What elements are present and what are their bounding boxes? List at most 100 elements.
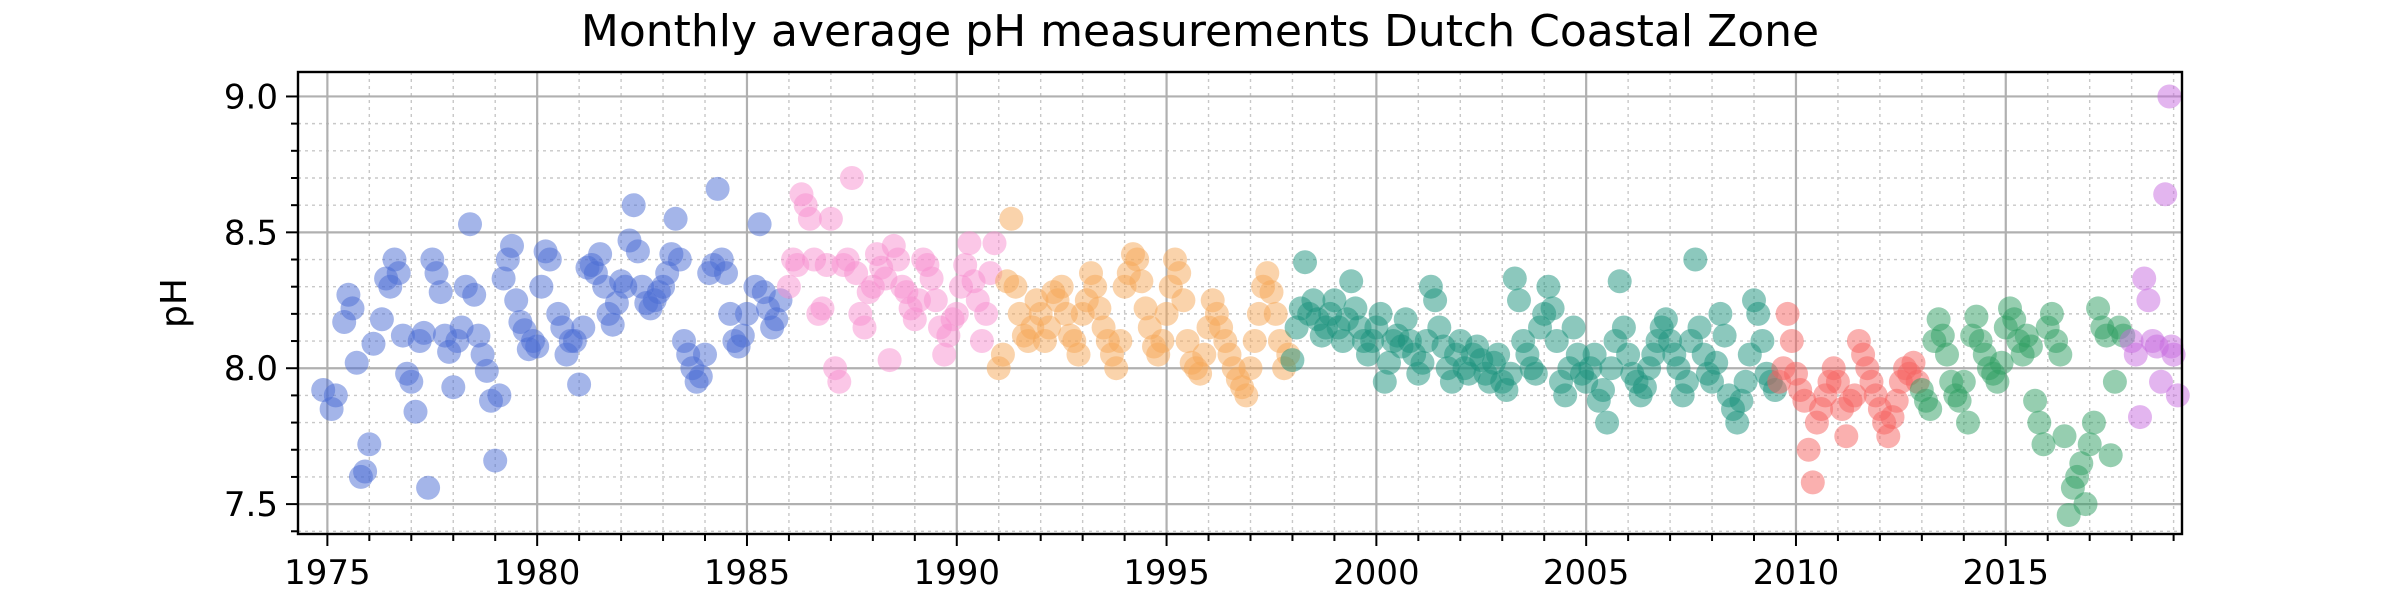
data-point xyxy=(357,432,382,457)
data-point xyxy=(1410,350,1435,375)
data-point xyxy=(1171,288,1196,313)
data-point xyxy=(839,166,864,190)
data-point xyxy=(1502,266,1527,291)
data-point xyxy=(1192,342,1217,367)
data-point xyxy=(504,288,529,313)
data-point xyxy=(764,307,789,332)
x-tick-label: 2015 xyxy=(1963,553,2050,593)
y-axis-label: pH xyxy=(154,278,195,328)
data-point xyxy=(2153,182,2178,207)
data-point xyxy=(797,206,822,231)
data-point xyxy=(1003,274,1028,299)
data-point xyxy=(730,323,755,348)
data-point xyxy=(2027,410,2052,435)
data-point xyxy=(500,233,524,258)
data-point xyxy=(2165,383,2190,408)
data-point xyxy=(1582,342,1607,367)
data-point xyxy=(1989,350,2014,375)
data-point xyxy=(1263,301,1288,326)
data-point xyxy=(462,282,487,307)
data-point xyxy=(1985,369,2010,394)
data-point xyxy=(2157,84,2182,109)
axis-ticks: 1975 1980 1985 1990 1995 2000 2005 2010 2015 7.5 8… xyxy=(224,77,2175,593)
data-point xyxy=(1553,383,1578,408)
data-point xyxy=(1087,296,1112,321)
data-point xyxy=(2128,405,2152,430)
data-point xyxy=(1083,274,1108,299)
data-point xyxy=(1901,350,1926,375)
data-point xyxy=(537,247,562,272)
data-point xyxy=(399,369,424,394)
data-point xyxy=(999,206,1024,231)
data-point xyxy=(818,206,843,231)
data-point xyxy=(902,307,927,332)
data-point xyxy=(441,375,466,400)
data-point xyxy=(428,280,453,305)
data-point xyxy=(852,315,877,340)
data-point xyxy=(1049,274,1074,299)
data-point xyxy=(1104,356,1129,381)
data-point xyxy=(1330,329,1355,353)
data-point xyxy=(600,312,625,337)
y-tick-label: 8.5 xyxy=(224,213,278,253)
data-point xyxy=(718,301,743,326)
data-point xyxy=(827,369,852,394)
data-point xyxy=(776,274,801,299)
data-point xyxy=(1053,301,1078,326)
data-point xyxy=(2136,288,2161,313)
data-point xyxy=(1280,348,1305,373)
data-point xyxy=(1918,397,1943,421)
data-point xyxy=(1595,410,1620,435)
x-tick-label: 2010 xyxy=(1753,553,1840,593)
data-point xyxy=(1066,342,1091,367)
data-point xyxy=(1293,250,1317,275)
data-point xyxy=(1712,323,1737,348)
data-point xyxy=(1708,301,1733,326)
data-point xyxy=(1536,274,1561,299)
data-point xyxy=(1775,301,1800,326)
data-point xyxy=(1167,261,1192,286)
data-point xyxy=(1700,369,1724,394)
data-point xyxy=(705,176,730,201)
data-point xyxy=(2132,266,2157,291)
data-point xyxy=(2086,296,2111,321)
data-point xyxy=(1964,304,1989,329)
data-point xyxy=(1133,296,1158,321)
plot-frame xyxy=(296,70,2184,536)
data-point xyxy=(571,315,596,340)
data-point xyxy=(1956,410,1980,435)
data-point xyxy=(667,247,692,272)
data-point xyxy=(1750,329,1775,353)
data-point xyxy=(1322,288,1347,313)
data-point xyxy=(491,266,516,291)
data-point xyxy=(919,266,944,291)
data-point xyxy=(1037,315,1062,340)
data-point xyxy=(2069,451,2094,476)
data-point xyxy=(1498,361,1523,386)
x-tick-label: 1985 xyxy=(704,553,791,593)
data-point xyxy=(353,459,378,484)
data-point xyxy=(747,212,772,237)
data-point xyxy=(1704,350,1729,375)
data-point xyxy=(2159,334,2184,359)
data-point xyxy=(1834,424,1859,449)
data-point xyxy=(688,364,713,389)
data-point xyxy=(714,261,738,286)
data-point xyxy=(2102,369,2127,394)
x-tick-label: 2005 xyxy=(1543,553,1630,593)
data-point xyxy=(814,253,839,277)
data-point xyxy=(2077,432,2102,457)
data-point xyxy=(907,288,931,313)
data-point xyxy=(1611,315,1636,340)
data-point xyxy=(483,448,508,473)
data-point xyxy=(2002,307,2027,332)
data-point xyxy=(1674,369,1699,394)
data-point xyxy=(588,242,613,267)
data-point xyxy=(1339,269,1364,294)
data-point xyxy=(2073,492,2098,517)
data-point xyxy=(621,193,646,218)
data-points xyxy=(311,84,2190,527)
data-point xyxy=(1507,288,1531,313)
data-point xyxy=(1607,269,1632,294)
